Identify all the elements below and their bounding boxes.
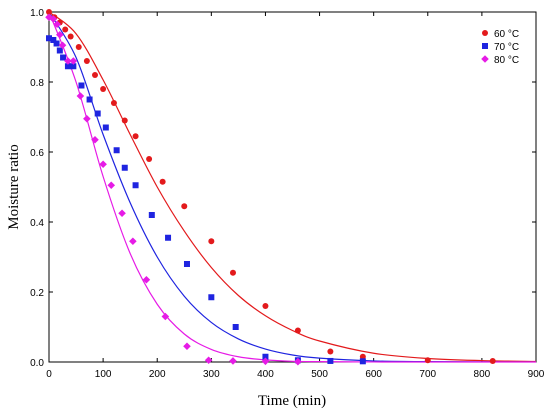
data-point-80c <box>129 237 137 246</box>
data-point-80c <box>204 356 213 365</box>
data-point-70c <box>121 164 128 171</box>
data-point-60c <box>359 353 366 360</box>
x-tick-label: 0 <box>46 369 52 380</box>
data-point-70c <box>262 353 269 360</box>
data-point-80c <box>107 181 116 190</box>
y-axis-title: Moisture ratio <box>6 144 22 229</box>
fit-line-80c <box>48 11 536 363</box>
y-tick-label: 0.4 <box>30 218 44 229</box>
plot-frame <box>48 11 537 363</box>
fit-line-60c <box>48 11 537 363</box>
data-point-60c <box>100 86 107 92</box>
data-point-70c <box>327 357 334 364</box>
data-point-80c <box>142 275 151 284</box>
data-point-60c <box>62 26 69 33</box>
axis-ticks: 0 100 200 300 400 500 600 700 800 900 0.0 0.2 0.4 0.6… <box>30 8 545 380</box>
x-tick-label: 500 <box>311 369 328 380</box>
data-point-70c <box>148 212 155 218</box>
data-point-80c <box>58 41 67 50</box>
data-point-60c <box>110 100 117 106</box>
y-tick-label: 0.0 <box>30 358 44 369</box>
data-point-70c <box>183 261 190 267</box>
legend-label-70c: 70 °C <box>494 42 519 53</box>
data-point-80c <box>118 209 126 218</box>
data-point-70c <box>53 40 60 47</box>
fit-line-70c <box>48 11 537 363</box>
data-point-70c <box>78 82 85 89</box>
data-point-60c <box>294 327 301 334</box>
data-point-70c <box>165 234 172 241</box>
data-point-80c <box>49 15 58 23</box>
x-tick-label: 800 <box>474 369 491 380</box>
data-point-70c <box>64 63 71 70</box>
data-point-80c <box>261 357 270 366</box>
x-tick-label: 100 <box>95 369 112 380</box>
data-point-70c <box>86 96 93 103</box>
data-point-80c <box>64 57 72 65</box>
data-point-80c <box>56 30 64 39</box>
legend-marker-60c <box>482 30 488 36</box>
data-point-60c <box>229 269 236 276</box>
y-tick-label: 0.6 <box>30 148 44 159</box>
data-point-80c <box>83 114 91 123</box>
data-point-60c <box>146 156 153 162</box>
data-point-60c <box>46 9 52 15</box>
data-point-60c <box>424 357 431 364</box>
data-point-70c <box>208 294 215 301</box>
y-tick-label: 0.8 <box>30 78 44 89</box>
data-point-60c <box>327 348 334 355</box>
data-point-80c <box>91 135 99 144</box>
data-point-60c <box>91 72 98 78</box>
data-markers <box>45 9 496 366</box>
data-point-60c <box>67 33 74 40</box>
y-tick-label: 1.0 <box>30 8 44 19</box>
data-point-80c <box>53 20 61 29</box>
data-point-60c <box>208 238 215 245</box>
data-point-70c <box>102 124 109 131</box>
data-point-80c <box>294 357 302 366</box>
x-tick-label: 300 <box>203 369 220 380</box>
data-point-60c <box>83 58 90 64</box>
data-point-70c <box>50 37 57 43</box>
data-point-60c <box>262 303 269 309</box>
data-point-70c <box>232 324 239 330</box>
legend-marker-80c <box>481 55 489 63</box>
x-tick-label: 900 <box>528 369 545 380</box>
legend-marker-70c <box>482 43 488 49</box>
data-point-60c <box>181 203 188 210</box>
data-point-60c <box>489 357 496 364</box>
x-axis-title: Time (min) <box>258 393 326 409</box>
data-point-60c <box>159 178 166 185</box>
data-point-70c <box>132 182 139 189</box>
data-point-80c <box>45 13 53 22</box>
data-point-70c <box>94 110 101 117</box>
data-point-80c <box>183 342 191 351</box>
data-point-70c <box>46 35 52 42</box>
data-point-60c <box>121 117 128 124</box>
data-point-80c <box>69 57 78 65</box>
legend-label-80c: 80 °C <box>494 55 519 66</box>
data-point-70c <box>60 54 67 61</box>
data-point-60c <box>75 44 82 50</box>
legend: 60 °C 70 °C 80 °C <box>481 29 519 66</box>
data-point-80c <box>229 357 237 365</box>
data-point-70c <box>56 47 63 54</box>
fit-curves <box>48 11 537 363</box>
y-tick-label: 0.2 <box>30 288 44 299</box>
data-point-70c <box>113 147 120 154</box>
data-point-80c <box>161 312 170 321</box>
legend-label-60c: 60 °C <box>494 29 519 40</box>
data-point-70c <box>359 358 366 365</box>
data-point-80c <box>99 160 107 169</box>
data-point-70c <box>70 63 77 70</box>
x-tick-label: 400 <box>257 369 274 380</box>
x-tick-label: 200 <box>149 369 166 380</box>
x-tick-label: 700 <box>419 369 436 380</box>
data-point-60c <box>132 133 139 140</box>
x-tick-label: 600 <box>365 369 382 380</box>
data-point-80c <box>76 92 85 100</box>
